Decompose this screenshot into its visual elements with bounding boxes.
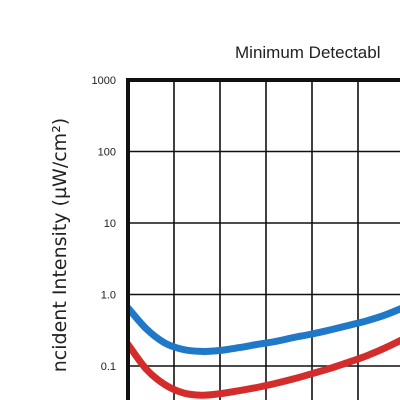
series-group (128, 304, 400, 399)
grid (128, 78, 400, 400)
series-line-1 (128, 304, 400, 355)
y-tick-label: 10 (104, 218, 116, 230)
y-tick-labels: 1000 100 10 1.0 0.1 (92, 75, 116, 373)
y-axis-label: ncident Intensity (µW/cm²) (49, 118, 71, 372)
y-tick-label: 1.0 (101, 290, 116, 302)
y-tick-label: 100 (98, 147, 116, 159)
y-tick-label: 1000 (92, 75, 116, 87)
chart-title: Minimum Detectabl (235, 43, 381, 62)
y-tick-label: 0.1 (101, 361, 116, 373)
series-line-2 (128, 336, 400, 399)
